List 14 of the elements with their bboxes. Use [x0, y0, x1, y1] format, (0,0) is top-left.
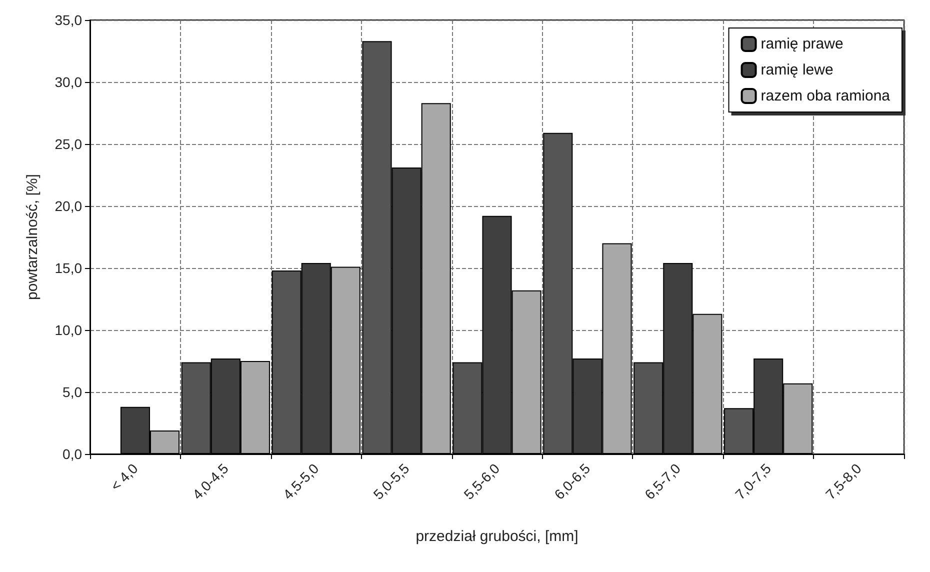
- y-tick-label: 20,0: [54, 198, 82, 214]
- y-tick-label: 5,0: [62, 384, 82, 400]
- y-tick-label: 15,0: [54, 260, 82, 276]
- x-axis-title: przedział grubości, [mm]: [416, 528, 578, 545]
- y-tick-label: 35,0: [54, 12, 82, 28]
- y-tick-label: 10,0: [54, 322, 82, 338]
- y-axis-title: powtarzalność, [%]: [24, 174, 41, 300]
- y-tick-label: 0,0: [62, 446, 82, 462]
- y-tick-label: 25,0: [54, 136, 82, 152]
- legend-label: razem oba ramiona: [760, 88, 891, 104]
- legend-label: ramię lewe: [760, 62, 834, 78]
- x-tick-label: < 4,0: [107, 460, 142, 494]
- legend-label: ramię prawe: [760, 36, 844, 52]
- y-tick-label: 30,0: [54, 74, 82, 90]
